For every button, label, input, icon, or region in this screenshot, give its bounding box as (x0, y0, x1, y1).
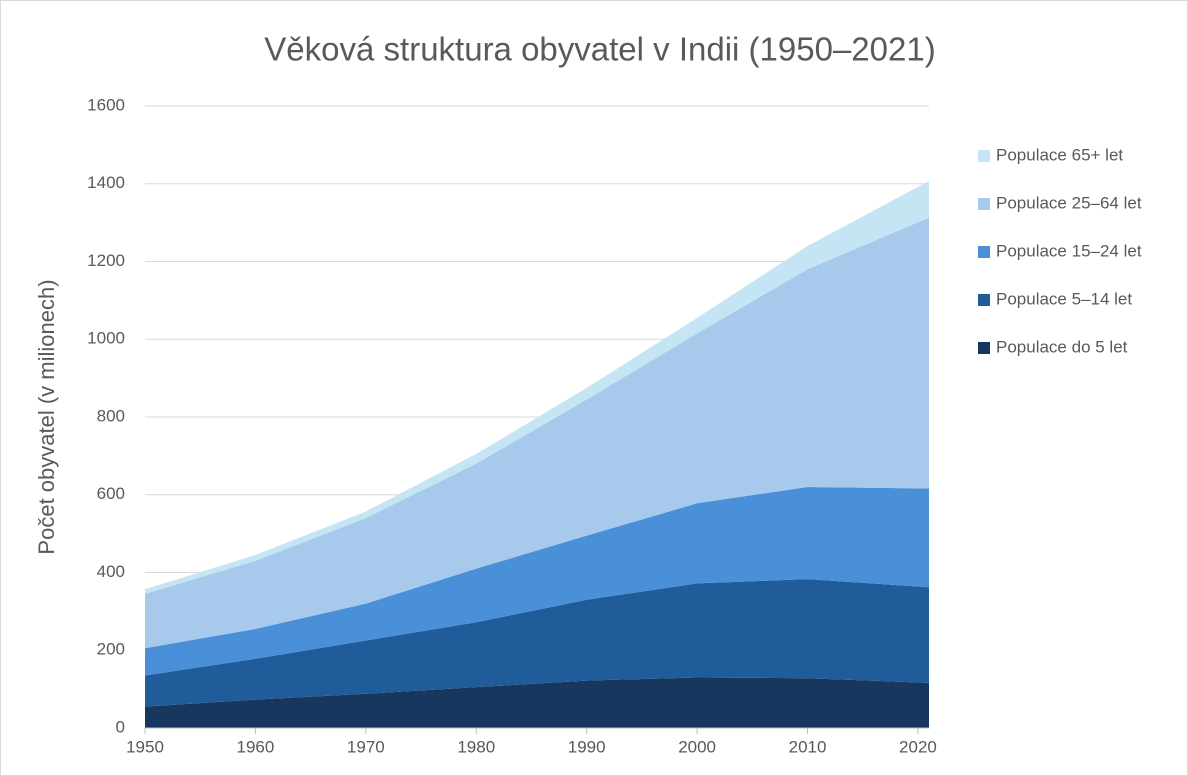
legend-label: Populace 5–14 let (996, 289, 1132, 308)
x-tick-label: 1980 (457, 737, 495, 756)
legend-label: Populace do 5 let (996, 337, 1128, 356)
legend-label: Populace 65+ let (996, 145, 1123, 164)
y-tick-label: 600 (97, 484, 125, 503)
x-tick-label: 1960 (237, 737, 275, 756)
y-tick-label: 1200 (87, 251, 125, 270)
x-tick-label: 1950 (126, 737, 164, 756)
y-tick-label: 1000 (87, 329, 125, 348)
area (145, 217, 929, 649)
legend-swatch (978, 294, 990, 306)
legend-swatch (978, 150, 990, 162)
y-tick-label: 200 (97, 640, 125, 659)
y-tick-label: 1400 (87, 173, 125, 192)
y-tick-label: 400 (97, 562, 125, 581)
legend-swatch (978, 198, 990, 210)
legend-label: Populace 25–64 let (996, 193, 1142, 212)
area (145, 486, 929, 676)
area (145, 579, 929, 707)
area (145, 677, 929, 728)
chart-title: Věková struktura obyvatel v Indii (1950–… (264, 31, 935, 68)
x-tick-label: 2010 (789, 737, 827, 756)
legend-label: Populace 15–24 let (996, 241, 1142, 260)
y-axis-label: Počet obyvatel (v milionech) (34, 279, 59, 554)
legend-swatch (978, 246, 990, 258)
y-tick-label: 800 (97, 406, 125, 425)
y-tick-label: 0 (116, 717, 125, 736)
x-tick-label: 2000 (678, 737, 716, 756)
legend-swatch (978, 342, 990, 354)
x-tick-label: 1970 (347, 737, 385, 756)
y-tick-label: 1600 (87, 95, 125, 114)
x-tick-label: 2020 (899, 737, 937, 756)
x-tick-label: 1990 (568, 737, 606, 756)
